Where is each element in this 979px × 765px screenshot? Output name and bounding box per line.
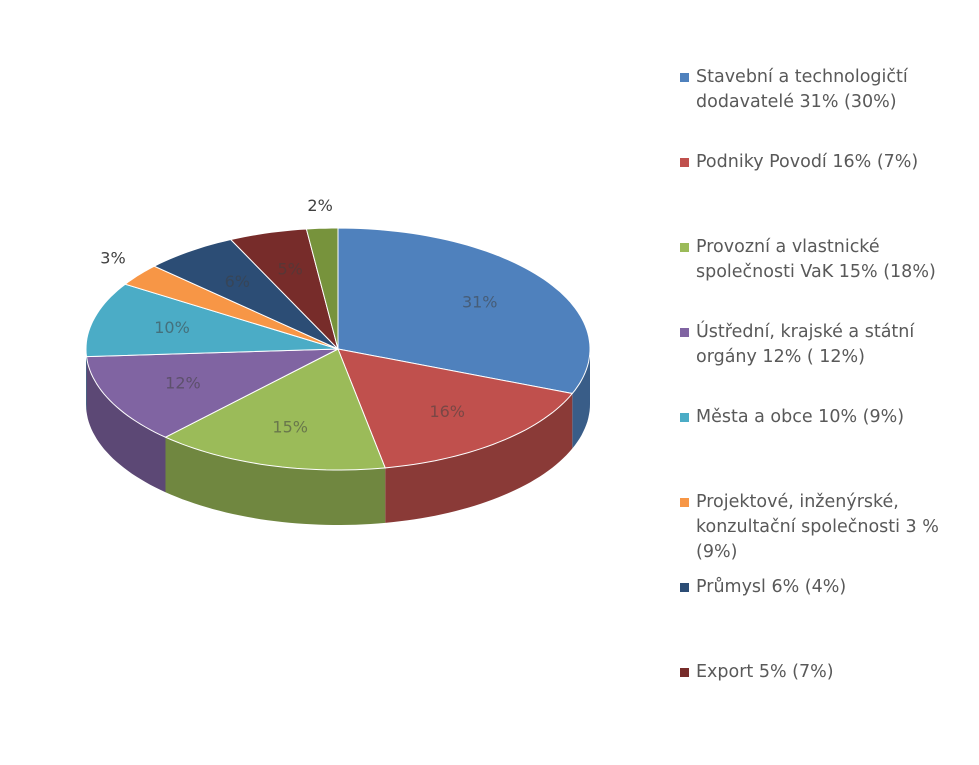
legend-swatch (680, 158, 689, 167)
slice-side (165, 437, 386, 525)
legend-swatch (680, 583, 689, 592)
legend-label: Projektové, inženýrské, konzultační spol… (696, 492, 939, 562)
legend-entry: Průmysl 6% (4%) (680, 575, 970, 600)
slice-side (572, 349, 590, 449)
slice (337, 348, 574, 469)
legend-swatch (680, 498, 689, 507)
legend-label: Ústřední, krajské a státní orgány 12% ( … (696, 322, 915, 367)
legend-entry: Export 5% (7%) (680, 660, 970, 685)
slice-side (385, 393, 573, 523)
legend-entry: Projektové, inženýrské, konzultační spol… (680, 490, 970, 565)
legend-entry: Ústřední, krajské a státní orgány 12% ( … (680, 320, 970, 370)
slice (153, 238, 339, 350)
slice (337, 227, 591, 395)
data-label: 6% (225, 272, 250, 291)
slice (85, 348, 339, 438)
data-label: 16% (429, 402, 465, 421)
slice (124, 265, 339, 350)
legend-swatch (680, 73, 689, 82)
legend-entry: Provozní a vlastnické společnosti VaK 15… (680, 235, 970, 285)
slice (85, 283, 339, 358)
slice (305, 227, 339, 350)
legend-entry: Podniky Povodí 16% (7%) (680, 150, 970, 175)
data-label: 15% (272, 418, 308, 437)
legend-label: Provozní a vlastnické společnosti VaK 15… (696, 237, 936, 282)
legend-swatch (680, 243, 689, 252)
data-label: 3% (100, 249, 125, 268)
slice-side (86, 356, 166, 493)
legend-label: Stavební a technologičtí dodavatelé 31% … (696, 67, 908, 112)
legend-label: Průmysl 6% (4%) (696, 577, 847, 597)
legend-swatch (680, 668, 689, 677)
data-label: 31% (462, 292, 498, 311)
legend-swatch (680, 328, 689, 337)
slice (229, 228, 339, 351)
legend-label: Podniky Povodí 16% (7%) (696, 152, 919, 172)
slice-side (86, 349, 87, 412)
legend-label: Export 5% (7%) (696, 662, 834, 682)
pie-area: 31% 16% 15% 12% 10% 3% 6% 5% 2% (85, 196, 591, 525)
data-label: 12% (165, 374, 201, 393)
legend-entry: Stavební a technologičtí dodavatelé 31% … (680, 65, 970, 115)
legend-label: Města a obce 10% (9%) (696, 407, 905, 427)
data-label: 2% (307, 196, 332, 215)
data-label: 10% (154, 318, 190, 337)
slice (164, 348, 386, 471)
data-label: 5% (277, 259, 302, 278)
legend-entry: Města a obce 10% (9%) (680, 405, 970, 430)
legend-swatch (680, 413, 689, 422)
